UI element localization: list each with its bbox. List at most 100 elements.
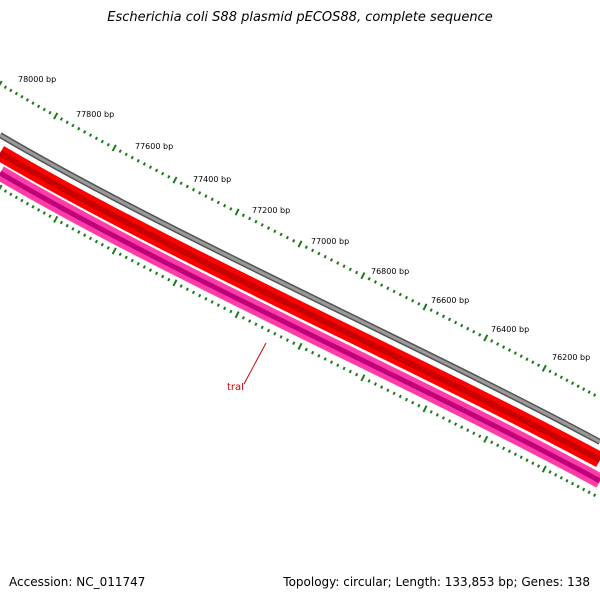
inner-minor-tick (478, 434, 482, 439)
outer-minor-tick (204, 194, 208, 198)
outer-minor-tick (25, 98, 30, 102)
outer-minor-tick (311, 248, 315, 253)
outer-minor-tick (513, 351, 517, 355)
inner-minor-tick (554, 473, 558, 477)
forward-gene-track (0, 146, 600, 468)
outer-minor-tick (582, 387, 586, 391)
outer-minor-tick (248, 216, 252, 221)
inner-minor-tick (77, 230, 81, 234)
inner-minor-tick (311, 350, 315, 355)
inner-minor-tick (537, 464, 541, 468)
outer-minor-tick (592, 393, 597, 397)
inner-minor-tick (37, 208, 41, 212)
ruler-label: 76600 bp (431, 296, 469, 305)
trai-gene-label[interactable]: traI (227, 382, 244, 393)
outer-minor-tick (490, 339, 494, 343)
ruler-label: 77200 bp (252, 206, 290, 215)
outer-minor-tick (65, 120, 69, 125)
backbone-line-highlight (0, 133, 600, 444)
inner-major-tick (297, 342, 303, 350)
outer-minor-tick (216, 200, 220, 205)
outer-minor-tick (304, 245, 308, 249)
outer-major-tick (541, 364, 547, 372)
inner-minor-tick (323, 357, 327, 361)
outer-minor-tick (3, 85, 8, 89)
outer-minor-tick (429, 308, 433, 312)
inner-minor-tick (519, 455, 523, 460)
inner-minor-tick (472, 431, 476, 436)
inner-minor-tick (136, 261, 140, 266)
inner-major-tick (0, 184, 3, 190)
inner-minor-tick (59, 220, 64, 225)
outer-minor-tick (380, 283, 384, 287)
inner-minor-tick (198, 293, 202, 298)
outer-minor-tick (478, 333, 482, 337)
inner-minor-tick (496, 443, 500, 448)
outer-minor-tick (536, 363, 541, 368)
inner-minor-tick (548, 470, 552, 474)
outer-minor-tick (447, 317, 452, 322)
inner-minor-tick (106, 246, 110, 250)
outer-minor-tick (148, 165, 153, 170)
outer-minor-tick (559, 375, 563, 380)
inner-minor-tick (161, 274, 165, 279)
outer-minor-tick (229, 207, 233, 211)
inner-minor-tick (210, 300, 214, 304)
inner-minor-tick (185, 287, 189, 292)
outer-minor-tick (71, 123, 75, 128)
ruler-label: 76200 bp (552, 353, 590, 362)
inner-minor-tick (118, 252, 122, 257)
inner-minor-tick (100, 242, 104, 247)
inner-major-tick (111, 247, 117, 255)
outer-minor-tick (367, 277, 371, 281)
ruler-label: 77400 bp (193, 175, 231, 184)
inner-major-tick (53, 215, 59, 223)
map-title: Escherichia coli S88 plasmid pECOS88, co… (107, 10, 493, 25)
outer-major-tick (360, 272, 366, 280)
inner-minor-tick (25, 201, 30, 206)
outer-minor-tick (100, 139, 104, 144)
outer-minor-tick (502, 345, 506, 349)
outer-minor-tick (496, 342, 500, 346)
inner-minor-tick (83, 233, 87, 237)
inner-minor-tick (88, 236, 93, 241)
outer-minor-tick (266, 226, 271, 230)
inner-ruler-ticks (0, 184, 597, 497)
inner-minor-tick (466, 428, 470, 432)
ruler-label: 78000 bp (18, 75, 56, 84)
outer-minor-tick (435, 311, 439, 315)
inner-minor-tick (411, 400, 415, 405)
outer-minor-tick (130, 155, 134, 160)
outer-minor-tick (279, 232, 283, 237)
inner-minor-tick (20, 198, 24, 203)
inner-minor-tick (216, 303, 220, 307)
outer-minor-tick (355, 270, 359, 275)
inner-minor-tick (142, 265, 146, 269)
outer-major-tick (422, 303, 428, 311)
outer-minor-tick (565, 378, 569, 383)
outer-minor-tick (323, 254, 327, 259)
inner-minor-tick (502, 446, 506, 451)
outer-minor-tick (260, 223, 264, 227)
outer-minor-tick (525, 357, 529, 361)
outer-minor-tick (142, 162, 146, 166)
outer-minor-tick (317, 251, 321, 256)
inner-minor-tick (435, 413, 439, 417)
outer-minor-tick (20, 94, 24, 99)
outer-major-tick (483, 334, 489, 342)
outer-minor-tick (167, 175, 171, 179)
outer-minor-tick (273, 229, 277, 234)
outer-minor-tick (77, 126, 81, 131)
outer-minor-tick (42, 107, 46, 112)
outer-minor-tick (88, 133, 93, 137)
inner-minor-tick (531, 461, 535, 465)
inner-minor-tick (292, 341, 296, 346)
ruler-label: 76400 bp (491, 325, 529, 334)
inner-minor-tick (460, 425, 464, 429)
inner-minor-tick (223, 306, 227, 311)
outer-minor-tick (548, 369, 552, 374)
outer-minor-tick (124, 152, 128, 157)
outer-minor-tick (386, 286, 390, 291)
ruler-label: 77600 bp (135, 142, 173, 151)
outer-minor-tick (570, 381, 575, 386)
